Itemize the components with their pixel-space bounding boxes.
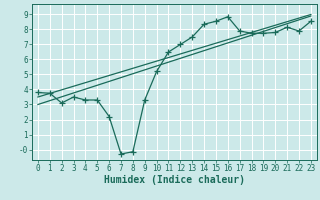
X-axis label: Humidex (Indice chaleur): Humidex (Indice chaleur) [104,175,245,185]
